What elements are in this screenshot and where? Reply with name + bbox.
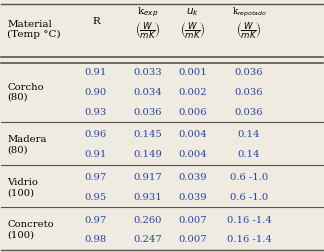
Text: Vidrio
(100): Vidrio (100) xyxy=(7,178,38,197)
Text: Concreto
(100): Concreto (100) xyxy=(7,220,54,240)
Text: 0.90: 0.90 xyxy=(85,88,107,97)
Text: 0.6 -1.0: 0.6 -1.0 xyxy=(230,193,268,202)
Text: 0.036: 0.036 xyxy=(235,108,263,117)
Text: 0.91: 0.91 xyxy=(85,150,107,159)
Text: $\mathit{u}_{k}$: $\mathit{u}_{k}$ xyxy=(186,6,199,17)
Text: 0.917: 0.917 xyxy=(133,173,162,182)
Text: R: R xyxy=(92,17,100,26)
Text: 0.149: 0.149 xyxy=(133,150,162,159)
Text: 0.97: 0.97 xyxy=(85,216,107,225)
Text: Madera
(80): Madera (80) xyxy=(7,135,47,154)
Text: 0.007: 0.007 xyxy=(178,216,207,225)
Text: 0.039: 0.039 xyxy=(178,173,207,182)
Text: 0.036: 0.036 xyxy=(133,108,162,117)
Text: 0.034: 0.034 xyxy=(133,88,162,97)
Text: 0.007: 0.007 xyxy=(178,235,207,244)
Text: $\left(\dfrac{W}{mK}\right)$: $\left(\dfrac{W}{mK}\right)$ xyxy=(180,21,205,41)
Text: 0.95: 0.95 xyxy=(85,193,107,202)
Text: 0.16 -1.4: 0.16 -1.4 xyxy=(227,216,272,225)
Text: 0.006: 0.006 xyxy=(179,108,207,117)
Text: 0.16 -1.4: 0.16 -1.4 xyxy=(227,235,272,244)
Text: 0.145: 0.145 xyxy=(133,130,162,139)
Text: k$_{\mathit{exp}}$: k$_{\mathit{exp}}$ xyxy=(137,6,158,19)
Text: 0.14: 0.14 xyxy=(238,150,260,159)
Text: 0.036: 0.036 xyxy=(235,68,263,77)
Text: 0.002: 0.002 xyxy=(178,88,207,97)
Text: 0.931: 0.931 xyxy=(133,193,162,202)
Text: 0.039: 0.039 xyxy=(178,193,207,202)
Text: 0.036: 0.036 xyxy=(235,88,263,97)
Text: 0.260: 0.260 xyxy=(133,216,162,225)
Text: Material
(Temp °C): Material (Temp °C) xyxy=(7,20,61,39)
Text: 0.98: 0.98 xyxy=(85,235,107,244)
Text: 0.91: 0.91 xyxy=(85,68,107,77)
Text: 0.033: 0.033 xyxy=(133,68,162,77)
Text: 0.96: 0.96 xyxy=(85,130,107,139)
Text: 0.6 -1.0: 0.6 -1.0 xyxy=(230,173,268,182)
Text: 0.001: 0.001 xyxy=(178,68,207,77)
Text: 0.14: 0.14 xyxy=(238,130,260,139)
Text: 0.004: 0.004 xyxy=(178,150,207,159)
Text: 0.004: 0.004 xyxy=(178,130,207,139)
Text: $\left(\dfrac{W}{mK}\right)$: $\left(\dfrac{W}{mK}\right)$ xyxy=(236,21,262,41)
Text: 0.247: 0.247 xyxy=(133,235,162,244)
Text: 0.97: 0.97 xyxy=(85,173,107,182)
Text: 0.93: 0.93 xyxy=(85,108,107,117)
Text: $\left(\dfrac{W}{mK}\right)$: $\left(\dfrac{W}{mK}\right)$ xyxy=(135,21,160,41)
Text: Corcho
(80): Corcho (80) xyxy=(7,83,44,102)
Text: k$_{\mathit{repotado}}$: k$_{\mathit{repotado}}$ xyxy=(232,6,267,19)
